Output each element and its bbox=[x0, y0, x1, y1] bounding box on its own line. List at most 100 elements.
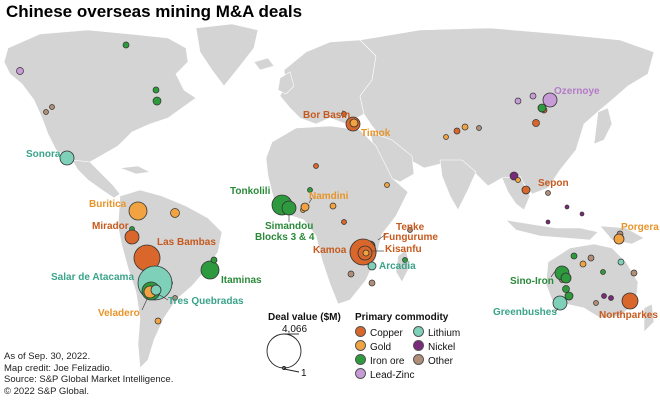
label-namdini: Namdini bbox=[309, 191, 349, 202]
legend-line-min bbox=[283, 368, 300, 373]
deal-dot bbox=[152, 86, 160, 94]
deal-bubble-itaminas bbox=[200, 260, 220, 280]
deal-dot bbox=[170, 208, 180, 218]
leader-lines bbox=[141, 197, 559, 314]
deal-bubble-sonora bbox=[59, 150, 75, 166]
label-fungurume: Fungurume bbox=[383, 232, 438, 243]
label-salar-de-atacama: Salar de Atacama bbox=[51, 272, 135, 283]
footer-notes: As of Sep. 30, 2022. Map credit: Joe Fel… bbox=[4, 351, 173, 397]
deal-value-legend-title: Deal value ($M) bbox=[268, 312, 341, 323]
deal-bubble-buritica bbox=[128, 201, 148, 221]
deal-bubble-itaminas-2 bbox=[210, 256, 218, 264]
deal-bubble-tres-quebradas bbox=[150, 284, 162, 296]
deal-dot bbox=[476, 125, 482, 131]
footer-date: As of Sep. 30, 2022. bbox=[4, 351, 91, 362]
label-itaminas: Itaminas bbox=[221, 275, 262, 286]
deal-dot bbox=[587, 254, 595, 262]
legend-item-iron-ore: Iron ore bbox=[355, 354, 404, 367]
label-simandou-blocks: Blocks 3 & 4 bbox=[255, 232, 315, 243]
deal-dot bbox=[529, 92, 537, 100]
deal-dot bbox=[152, 96, 162, 106]
deal-dot bbox=[341, 111, 347, 117]
north-america-shape bbox=[3, 29, 197, 163]
deal-dot bbox=[49, 104, 55, 110]
deal-bubble-simandou bbox=[281, 200, 297, 216]
label-mirador: Mirador bbox=[92, 221, 129, 232]
deal-dot bbox=[368, 279, 376, 287]
deal-dot bbox=[122, 41, 130, 49]
deal-bubble-mirador bbox=[124, 229, 140, 245]
deal-value-legend-max: 4,066 bbox=[282, 324, 308, 335]
deal-dot bbox=[579, 260, 587, 268]
label-kisanfu: Kisanfu bbox=[385, 244, 422, 255]
legend-item-lead-zinc: Lead-Zinc bbox=[355, 368, 414, 381]
legend-label: Lithium bbox=[428, 328, 461, 339]
deal-dot bbox=[630, 269, 638, 277]
deal-value-legend-min: 1 bbox=[301, 368, 307, 379]
deal-dot bbox=[515, 177, 521, 183]
map-title: Chinese overseas mining M&A deals bbox=[6, 2, 303, 21]
deal-dot bbox=[172, 295, 178, 301]
deal-bubble-greenbushes bbox=[552, 295, 568, 311]
label-arcadia: Arcadia bbox=[379, 261, 416, 272]
footer-copyright: © 2022 S&P Global. bbox=[4, 385, 89, 397]
deal-dot bbox=[341, 219, 347, 225]
deal-bubble-namdini bbox=[300, 202, 310, 212]
deal-bubble-porgera bbox=[613, 233, 625, 245]
legend-swatch bbox=[413, 340, 424, 351]
label-sepon: Sepon bbox=[538, 178, 569, 189]
deal-dot bbox=[384, 182, 390, 188]
deal-bubble-ozernoye bbox=[542, 92, 558, 108]
leader-namdini bbox=[308, 197, 313, 204]
greenland-shape bbox=[195, 23, 259, 87]
deal-bubbles bbox=[59, 92, 639, 311]
deal-dot bbox=[443, 134, 449, 140]
legend-swatch bbox=[355, 340, 366, 351]
label-kamoa: Kamoa bbox=[313, 245, 347, 256]
iceland-shape bbox=[253, 57, 275, 71]
legend-item-copper: Copper bbox=[355, 326, 403, 339]
label-sino-iron: Sino-Iron bbox=[510, 276, 554, 287]
deal-bubble-northparkes bbox=[621, 292, 639, 310]
deal-dot bbox=[16, 67, 24, 75]
deal-dot bbox=[570, 252, 578, 260]
sea-peninsula-shape bbox=[501, 175, 531, 211]
label-tenke: Tenke bbox=[396, 222, 425, 233]
leader-fungurume bbox=[377, 233, 387, 241]
deal-dot bbox=[545, 219, 551, 225]
deal-dot bbox=[579, 211, 585, 217]
deal-dot bbox=[43, 109, 49, 115]
label-timok: Timok bbox=[361, 128, 391, 139]
label-ozernoye: Ozernoye bbox=[554, 86, 600, 97]
deal-bubble-sino-iron-2 bbox=[560, 272, 572, 284]
label-sonora: Sonora bbox=[26, 149, 61, 160]
commodity-legend-title: Primary commodity bbox=[355, 312, 449, 323]
deal-bubble-sepon bbox=[521, 185, 531, 195]
deal-dot bbox=[514, 97, 522, 105]
legend-label: Gold bbox=[370, 342, 392, 353]
deal-dot bbox=[461, 123, 469, 131]
deal-dot bbox=[329, 202, 337, 210]
label-simandou: Simandou bbox=[265, 221, 314, 232]
footer-map-credit: Map credit: Joe Felizadio. bbox=[4, 362, 113, 374]
deal-bubble-greenbushes-2 bbox=[564, 291, 574, 301]
label-porgera: Porgera bbox=[621, 222, 659, 233]
leader-veladero bbox=[141, 296, 149, 311]
new-zealand-shape bbox=[643, 303, 655, 333]
label-buritica: Buritica bbox=[89, 199, 127, 210]
legend-swatch bbox=[355, 354, 366, 365]
legend-item-lithium: Lithium bbox=[413, 326, 460, 339]
deal-bubble-ozernoye-2 bbox=[537, 103, 547, 113]
legend-label: Copper bbox=[370, 328, 403, 339]
deal-dot bbox=[307, 187, 313, 193]
legend-circle-max bbox=[266, 333, 302, 369]
footer-source: Source: S&P Global Market Intelligence. bbox=[4, 374, 174, 385]
uk-shape bbox=[277, 71, 295, 95]
legend-label: Lead-Zinc bbox=[370, 370, 415, 381]
legend-item-nickel: Nickel bbox=[413, 340, 455, 353]
label-veladero: Veladero bbox=[98, 308, 140, 319]
label-tonkolili: Tonkolili bbox=[230, 186, 271, 197]
label-northparkes: Northparkes bbox=[599, 310, 658, 321]
legend-label: Other bbox=[428, 356, 454, 367]
